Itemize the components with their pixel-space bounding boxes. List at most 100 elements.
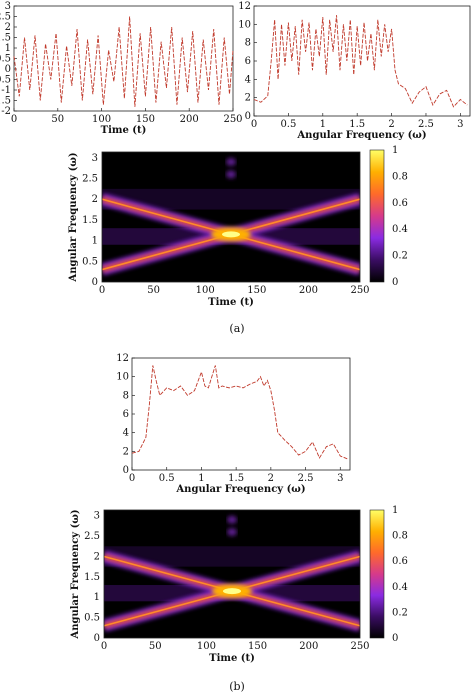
tfr-a-plot-svg: 0 50 100 150 200 250 0 0.5 1 1.5 2 2.5 3 Time (t) Angu…	[68, 145, 408, 308]
tfr_a-xtick-label: 150	[247, 285, 266, 296]
tfr_a-xlabel: Time (t)	[208, 297, 254, 308]
spectrum_a-ytick-label: 10	[238, 19, 251, 30]
signal-xtick-label: 0	[11, 114, 17, 125]
tfr_b-xlabel: Time (t)	[209, 653, 255, 664]
signal-ytick-label: -0.5	[0, 75, 11, 86]
spectrum_a-ytick-label: 12	[238, 1, 251, 12]
spectrum-a-chart: 0 0.5 1 1.5 2 2.5 3 0 2 4 6 8 10 12 Angular Frequency …	[238, 0, 474, 141]
spectrum_a-xtick-label: 1	[320, 119, 326, 130]
tfr_b-ytick-label: 2	[94, 551, 100, 562]
tfr_b-colorbar-tick-label: 0.8	[392, 531, 408, 542]
spectrum_b-xlabel: Angular Frequency (ω)	[175, 484, 305, 495]
spectrum-b-plot-svg: 0 0.5 1 1.5 2 2.5 3 0 2 4 6 8 10 12 Angular Frequency …	[116, 353, 351, 495]
tfr_a-xtick-label: 0	[99, 285, 105, 296]
tfr_b-frame	[103, 509, 361, 639]
tfr_a-ytick-label: 2	[92, 194, 98, 205]
spectrum-b-chart: 0 0.5 1 1.5 2 2.5 3 0 2 4 6 8 10 12 Angular Frequency …	[100, 350, 370, 500]
spectrum_b-series-line	[131, 365, 348, 460]
tfr_a-xtick-label: 250	[350, 285, 369, 296]
spectrum_b-ytick-label: 8	[123, 390, 129, 401]
tfr_a-ytick-label: 1	[92, 236, 98, 247]
tfr_a-ytick-label: 0	[92, 277, 98, 288]
tfr_b-ytick-label: 3	[94, 511, 100, 522]
tfr_a-colorbar-tick-label: 0	[392, 277, 398, 288]
tfr_b-ytick-label: 0.5	[84, 613, 100, 624]
spectrum_b-ytick-label: 10	[116, 372, 129, 383]
tfr_b-colorbar-tick-label: 0	[392, 633, 398, 644]
tfr_b-xtick-label: 150	[248, 641, 267, 652]
signal-ytick-label: -2	[1, 106, 11, 117]
tfr_b-colorbar-tick-label: 0.4	[392, 582, 408, 593]
tfr_a-crossing-peak	[222, 231, 240, 238]
tfr_b-ytick-label: 1	[94, 592, 100, 603]
spectrum_b-xtick-label: 0.5	[159, 473, 175, 484]
tfr_a-ylabel: Angular Frequency (ω)	[68, 152, 79, 282]
tfr_b-ylabel: Angular Frequency (ω)	[70, 509, 81, 639]
spectrum_a-xtick-label: 1.5	[349, 119, 365, 130]
tfr_b-xtick-label: 100	[197, 641, 216, 652]
tfr_b-xtick-label: 0	[101, 641, 107, 652]
tfr_b-xtick-label: 200	[299, 641, 318, 652]
tfr_b-interference-spot	[227, 515, 237, 524]
caption-a: (a)	[229, 322, 245, 335]
tfr_b-colorbar-tick-label: 0.6	[392, 556, 408, 567]
spectrum_a-frame	[253, 5, 471, 117]
signal-xtick-label: 200	[180, 114, 199, 125]
signal-xtick-label: 250	[223, 114, 242, 125]
signal-frame	[13, 5, 234, 112]
tfr-b-plot-svg: 0 50 100 150 200 250 0 0.5 1 1.5 2 2.5 3 Time (t) Angu…	[70, 505, 408, 664]
spectrum_b-xtick-label: 2.5	[298, 473, 314, 484]
tfr_b-xtick-label: 250	[350, 641, 369, 652]
signal-ytick-label: 2.5	[0, 12, 11, 23]
tfr_b-ytick-label: 1.5	[84, 572, 100, 583]
spectrum_a-ytick-label: 8	[245, 38, 251, 49]
signal-xtick-label: 50	[51, 114, 64, 125]
signal-ytick-label: 1.5	[0, 33, 11, 44]
tfr_b-interference-spot	[227, 528, 237, 537]
spectrum_a-series-line	[253, 15, 468, 108]
spectrum_a-xtick-label: 3	[457, 119, 463, 130]
spectrum_b-frame	[131, 357, 351, 471]
spectrum-a-plot-svg: 0 0.5 1 1.5 2 2.5 3 0 2 4 6 8 10 12 Angular Frequency …	[238, 1, 471, 141]
tfr_b-ytick-label: 0	[94, 633, 100, 644]
spectrum_b-ytick-label: 6	[123, 409, 129, 420]
tfr_b-xtick-label: 50	[149, 641, 162, 652]
spectrum_b-ytick-label: 4	[123, 428, 129, 439]
spectrum_a-xtick-label: 2.5	[418, 119, 434, 130]
tfr_a-ytick-label: 2.5	[82, 173, 98, 184]
tfr-a-chart: 0 50 100 150 200 250 0 0.5 1 1.5 2 2.5 3 Time (t) Angu…	[60, 140, 474, 320]
tfr_b-colorbar-tick-label: 0.2	[392, 607, 408, 618]
tfr-b-chart: 0 50 100 150 200 250 0 0.5 1 1.5 2 2.5 3 Time (t) Angu…	[60, 500, 474, 675]
tfr_a-xtick-label: 50	[147, 285, 160, 296]
signal-ytick-label: 0	[5, 64, 11, 75]
tfr_a-interference-spot	[226, 157, 236, 166]
tfr_a-ytick-label: 0.5	[82, 256, 98, 267]
tfr_a-colorbar-tick-label: 0.6	[392, 198, 408, 209]
signal-ytick-label: 3	[5, 1, 11, 12]
tfr_a-ytick-label: 3	[92, 153, 98, 164]
signal-xtick-label: 150	[136, 114, 155, 125]
spectrum_b-xtick-label: 1	[198, 473, 204, 484]
spectrum_a-xlabel: Angular Frequency (ω)	[296, 130, 426, 141]
tfr_a-frame	[101, 151, 361, 283]
signal-series-line	[13, 16, 234, 107]
spectrum_a-ytick-label: 6	[245, 56, 251, 67]
spectrum_b-xtick-label: 3	[337, 473, 343, 484]
tfr_a-haze-band	[102, 188, 360, 210]
spectrum_a-xtick-label: 0.5	[280, 119, 296, 130]
signal-plot-svg: 050100150200250-2-1.5-1-0.500.511.522.53…	[0, 1, 243, 136]
spectrum_b-ytick-label: 2	[123, 446, 129, 457]
tfr_a-energy-layer	[102, 157, 360, 276]
tfr_b-crossing-peak	[223, 588, 241, 595]
tfr_a-colorbar	[369, 149, 385, 283]
signal-ytick-label: 2	[5, 22, 11, 33]
tfr_a-ytick-label: 1.5	[82, 215, 98, 226]
signal-xtick-label: 100	[92, 114, 111, 125]
spectrum_a-xtick-label: 2	[388, 119, 394, 130]
signal-xlabel: Time (t)	[101, 125, 147, 136]
spectrum_a-ytick-label: 2	[245, 93, 251, 104]
tfr_a-interference-spot	[226, 170, 236, 179]
caption-b: (b)	[229, 680, 245, 693]
tfr_b-haze-band	[104, 546, 360, 567]
spectrum_a-ytick-label: 4	[245, 74, 251, 85]
